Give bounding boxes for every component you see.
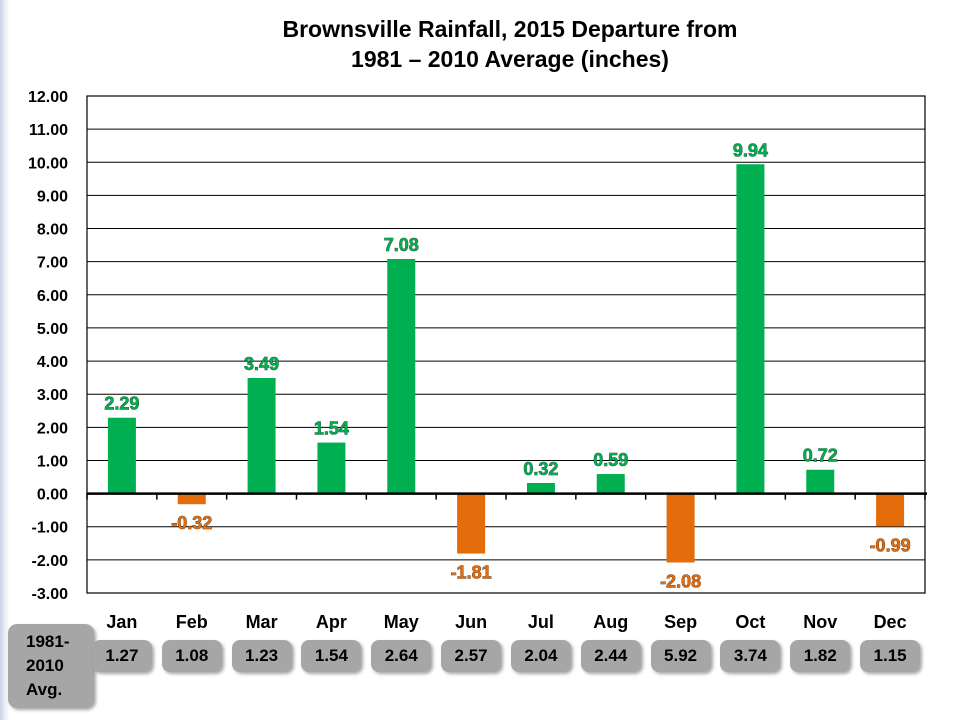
y-tick-label: 6.00: [37, 288, 68, 305]
data-label: 9.94: [733, 140, 768, 160]
data-label: -0.32: [171, 513, 212, 533]
data-label: -1.81: [451, 563, 492, 583]
bar-dec: [876, 493, 905, 527]
y-tick-label: -3.00: [32, 586, 69, 603]
y-tick-label: 7.00: [37, 255, 68, 272]
plot-area: [87, 96, 925, 593]
average-value-jul: 2.04: [510, 640, 571, 672]
y-tick-label: 3.00: [37, 387, 68, 404]
bar-feb: [177, 493, 206, 505]
y-tick-label: 1.00: [37, 453, 68, 470]
category-label: Sep: [664, 612, 697, 632]
average-value-sep: 5.92: [650, 640, 711, 672]
y-tick-label: -1.00: [32, 520, 69, 537]
average-value-jan: 1.27: [91, 640, 152, 672]
bar-apr: [317, 442, 346, 494]
y-tick-label: 4.00: [37, 354, 68, 371]
data-label: 2.29: [104, 394, 139, 414]
category-label: May: [384, 612, 419, 632]
average-value-aug: 2.44: [580, 640, 641, 672]
average-value-apr: 1.54: [301, 640, 362, 672]
data-label: -0.99: [870, 535, 911, 555]
chart-title-line-2: 1981 – 2010 Average (inches): [351, 46, 669, 72]
data-label: 0.72: [803, 446, 838, 466]
bar-jul: [526, 482, 555, 494]
bar-sep: [666, 493, 695, 563]
average-value-feb: 1.08: [161, 640, 222, 672]
bar-jun: [457, 493, 486, 554]
y-tick-label: 12.00: [28, 89, 68, 106]
y-tick-label: 5.00: [37, 321, 68, 338]
average-row-label-line: 1981-: [26, 632, 70, 651]
y-tick-label: 8.00: [37, 222, 68, 239]
y-tick-label: 2.00: [37, 420, 68, 437]
category-label: Jun: [455, 612, 487, 632]
average-value-dec: 1.15: [860, 640, 921, 672]
average-value-nov: 1.82: [790, 640, 851, 672]
average-value-mar: 1.23: [231, 640, 292, 672]
average-value-oct: 3.74: [720, 640, 781, 672]
data-label: 1.54: [314, 419, 349, 439]
bar-aug: [596, 474, 625, 494]
plot-border: [86, 95, 926, 594]
y-tick-label: -2.00: [32, 553, 69, 570]
category-label: Mar: [246, 612, 278, 632]
average-row-label: 1981- 2010 Avg.: [8, 624, 94, 708]
data-label: 7.08: [384, 235, 419, 255]
bar-oct: [736, 164, 765, 494]
average-row-label-line: 2010: [26, 656, 64, 675]
data-label: 0.59: [593, 450, 628, 470]
data-label: 3.49: [244, 354, 279, 374]
bar-may: [387, 259, 416, 494]
average-value-jun: 2.57: [441, 640, 502, 672]
average-value-may: 2.64: [371, 640, 432, 672]
bar-nov: [806, 469, 835, 494]
y-tick-label: 0.00: [37, 487, 68, 504]
category-label: Nov: [803, 612, 837, 632]
data-label: -2.08: [660, 572, 701, 592]
data-label: 0.32: [523, 459, 558, 479]
average-row-label-line: Avg.: [26, 680, 63, 699]
y-tick-label: 9.00: [37, 188, 68, 205]
category-label: Feb: [176, 612, 208, 632]
category-label: Jul: [528, 612, 554, 632]
chart-title: Brownsville Rainfall, 2015 Departure fro…: [160, 14, 860, 74]
y-tick-label: 11.00: [29, 122, 68, 139]
bar-mar: [247, 377, 276, 494]
y-tick-label: 10.00: [28, 155, 68, 172]
chart-title-line-1: Brownsville Rainfall, 2015 Departure fro…: [282, 16, 738, 42]
category-label: Dec: [874, 612, 907, 632]
category-label: Aug: [593, 612, 628, 632]
bar-jan: [107, 417, 136, 494]
category-label: Apr: [316, 612, 347, 632]
category-label: Jan: [106, 612, 137, 632]
category-label: Oct: [735, 612, 765, 632]
